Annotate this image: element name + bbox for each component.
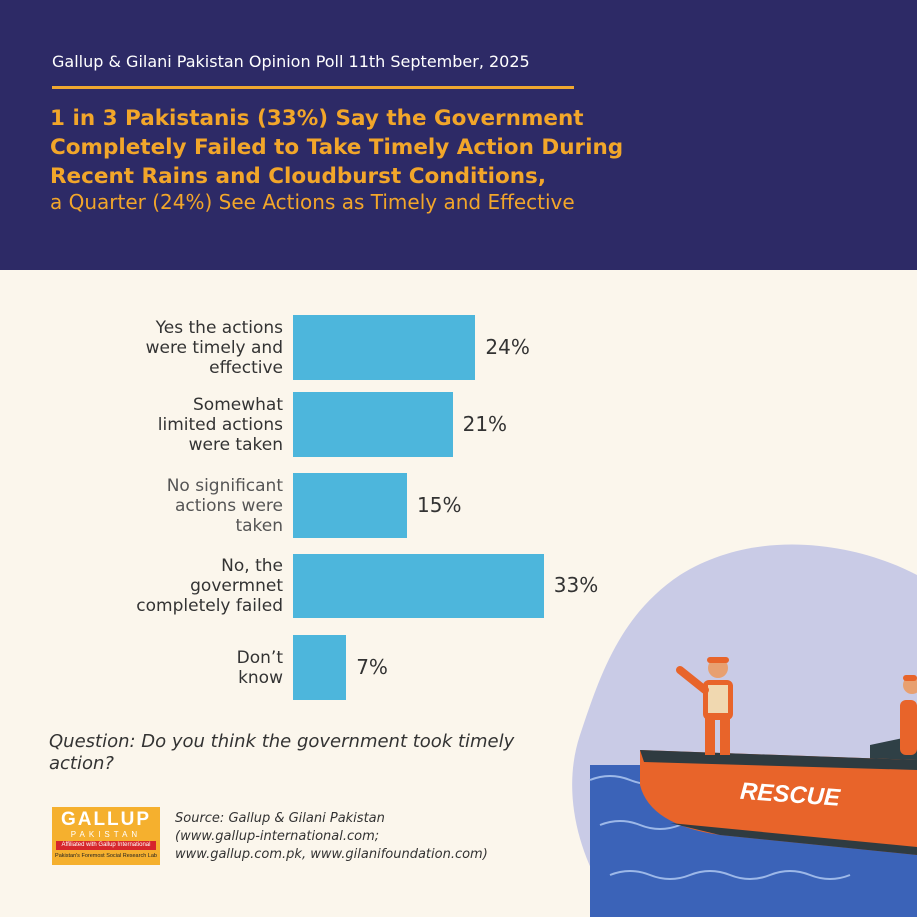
category-label-line: No significant xyxy=(166,475,283,496)
bar-0 xyxy=(293,315,476,380)
subhead: a Quarter (24%) See Actions as Timely an… xyxy=(50,190,575,214)
rescuer-figure-2 xyxy=(900,675,917,755)
bar-value-label-2: 15% xyxy=(417,492,462,517)
source-note: Source: Gallup & Gilani Pakistan (www.ga… xyxy=(175,810,488,864)
bar-2 xyxy=(293,473,407,538)
logo-foot: Pakistan's Foremost Social Research Lab xyxy=(55,853,157,859)
source-line-2: (www.gallup-international.com; xyxy=(175,829,380,844)
category-label-line: effective xyxy=(209,357,283,378)
poll-line: Gallup & Gilani Pakistan Opinion Poll 11… xyxy=(52,52,530,71)
category-label-line: Somewhat xyxy=(193,394,283,415)
logo-main: GALLUP xyxy=(60,809,152,830)
header-rule xyxy=(52,86,574,89)
category-label-line: taken xyxy=(235,515,283,536)
category-label-line: actions were xyxy=(174,495,283,516)
header-banner: Gallup & Gilani Pakistan Opinion Poll 11… xyxy=(0,0,917,270)
category-label-1: Somewhat limited actions were taken xyxy=(83,395,283,455)
bar-1 xyxy=(293,392,453,457)
category-label-line: govermnet xyxy=(190,576,283,596)
category-label-3: No, the govermnet completely failed xyxy=(83,556,283,616)
logo-band: Affiliated with Gallup International xyxy=(56,841,156,850)
category-label-line: completely failed xyxy=(136,596,283,616)
category-label-line: were taken xyxy=(188,434,283,455)
category-label-2: No significant actions were taken xyxy=(83,476,283,536)
logo-sub: PAKISTAN xyxy=(70,830,142,839)
category-label-line: know xyxy=(238,667,283,688)
category-label-line: No, the xyxy=(221,556,283,576)
bar-value-label-4: 7% xyxy=(356,654,388,679)
source-line-3: www.gallup.com.pk, www.gilanifoundation.… xyxy=(175,847,488,862)
headline-line-1: 1 in 3 Pakistanis (33%) Say the Governme… xyxy=(50,106,584,131)
gallup-pakistan-logo: GALLUP PAKISTAN Affiliated with Gallup I… xyxy=(52,807,160,865)
rescue-boat-illustration: RESCUE xyxy=(572,544,917,917)
category-label-line: Don’t xyxy=(236,647,283,668)
category-label-line: were timely and xyxy=(145,337,283,358)
question-text: Question: Do you think the government to… xyxy=(49,731,515,774)
category-label-0: Yes the actions were timely and effective xyxy=(83,318,283,378)
bar-4 xyxy=(293,635,347,700)
bar-3 xyxy=(293,554,544,618)
rescuer-figure xyxy=(676,657,733,755)
category-label-4: Don’t know xyxy=(83,648,283,688)
bar-value-label-3: 33% xyxy=(553,573,599,597)
bar-value-label-1: 21% xyxy=(462,411,508,436)
bar-value-label-0: 24% xyxy=(485,334,530,359)
source-line-1: Source: Gallup & Gilani Pakistan xyxy=(175,811,385,826)
category-label-line: limited actions xyxy=(157,414,283,435)
headline: 1 in 3 Pakistanis (33%) Say the Governme… xyxy=(50,104,750,191)
category-label-line: Yes the actions xyxy=(155,317,283,338)
headline-line-2: Completely Failed to Take Timely Action … xyxy=(50,135,624,160)
headline-line-3: Recent Rains and Cloudburst Conditions, xyxy=(50,164,547,189)
